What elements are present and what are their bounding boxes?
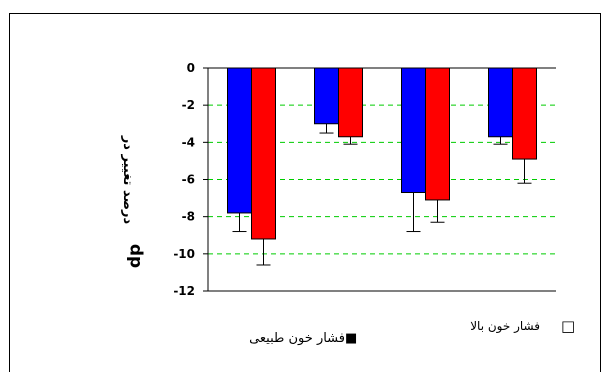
- y-axis-label: درصد تغییر در: [120, 135, 135, 225]
- y-tick-label: -12: [173, 284, 195, 298]
- y-tick-label: -8: [182, 210, 195, 224]
- y-tick-label: -10: [173, 247, 195, 261]
- y-axis-sublabel: dp: [125, 244, 145, 268]
- legend-label-high-bp: فشار خون بالا: [470, 319, 540, 334]
- y-tick-labels: 0 -2 -4 -6 -8 -10 -12: [173, 61, 195, 298]
- bar: [227, 67, 252, 214]
- y-tick-label: 0: [187, 61, 195, 75]
- y-tick-label: -2: [182, 98, 195, 112]
- bar: [251, 67, 276, 240]
- legend-marker-high: □: [561, 317, 575, 335]
- bar: [488, 67, 513, 138]
- bar: [338, 67, 363, 138]
- bar: [425, 67, 450, 201]
- y-tick-label: -4: [182, 135, 195, 149]
- bar: [401, 67, 426, 194]
- legend-label-normal-bp: فشار خون طبیعی: [249, 331, 345, 346]
- y-tick-label: -6: [182, 173, 195, 187]
- bars: [227, 67, 537, 266]
- bar: [314, 67, 339, 125]
- legend-marker-normal: ■: [345, 331, 357, 346]
- y-axis: [203, 67, 556, 292]
- bar: [512, 67, 537, 160]
- chart-frame: [9, 13, 601, 372]
